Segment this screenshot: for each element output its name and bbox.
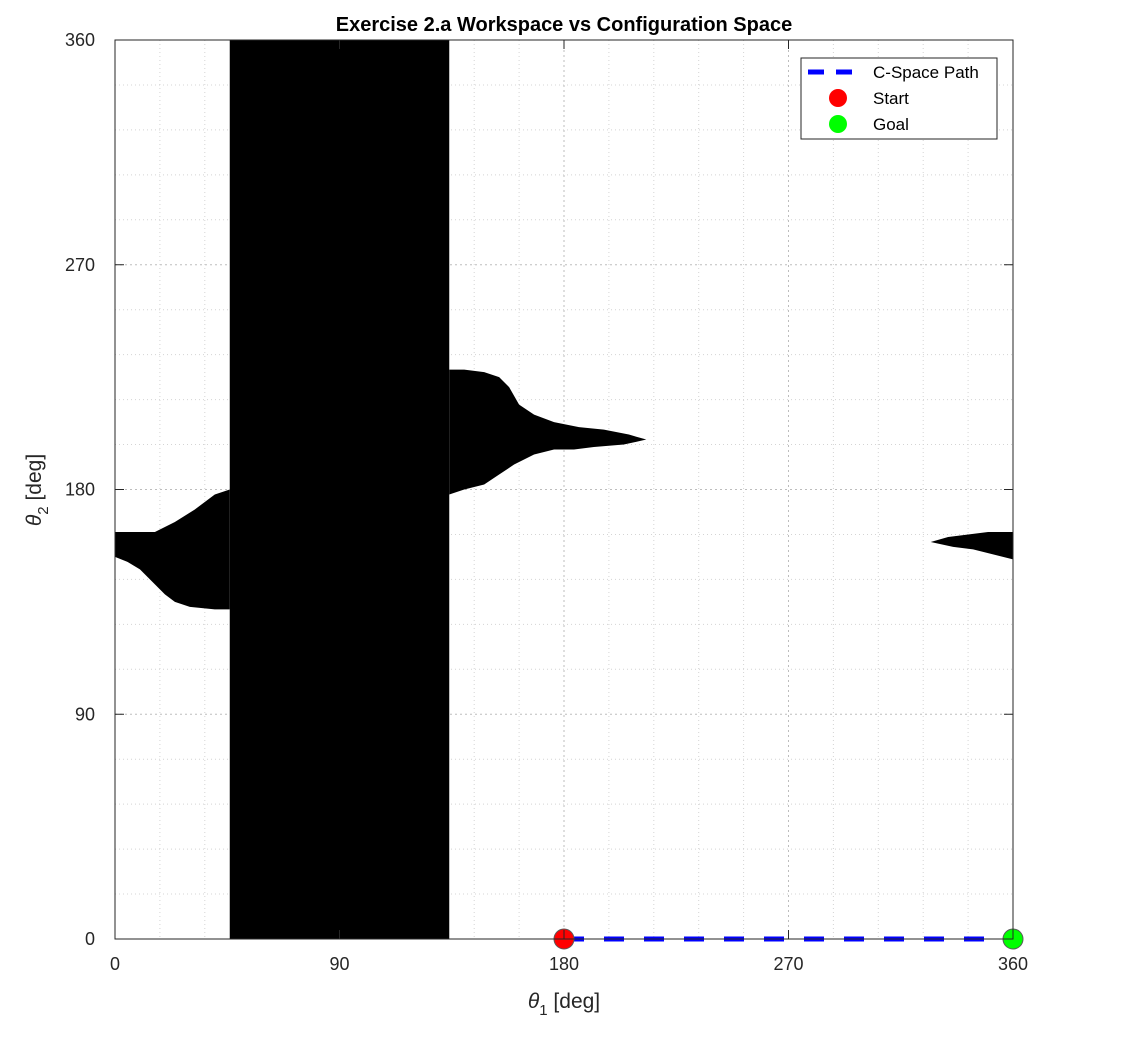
y-tick-labels: 0 90 180 270 360: [65, 30, 95, 949]
y-tick-label: 360: [65, 30, 95, 50]
obstacles: [115, 40, 1013, 939]
x-tick-labels: 0 90 180 270 360: [110, 954, 1028, 974]
x-axis-unit: [deg]: [548, 990, 601, 1013]
y-axis-subscript: 2: [35, 506, 52, 514]
obstacle-left-lobe: [115, 489, 230, 610]
x-tick-label: 360: [998, 954, 1028, 974]
x-tick-label: 270: [773, 954, 803, 974]
chart-title: Exercise 2.a Workspace vs Configuration …: [336, 14, 792, 36]
obstacle-center-lobe: [449, 369, 647, 495]
x-axis-label: θ1 [deg]: [528, 990, 600, 1019]
y-tick-label: 270: [65, 255, 95, 275]
x-axis-subscript: 1: [539, 1002, 547, 1019]
legend-start-label: Start: [873, 89, 909, 108]
obstacle-right-lobe: [930, 531, 1013, 560]
legend-path-label: C-Space Path: [873, 63, 979, 82]
y-axis-symbol: θ: [23, 514, 46, 526]
x-tick-label: 90: [329, 954, 349, 974]
x-axis-symbol: θ: [528, 990, 540, 1013]
y-axis-label: θ2 [deg]: [23, 454, 52, 526]
y-tick-label: 0: [85, 929, 95, 949]
x-tick-label: 180: [549, 954, 579, 974]
tick-marks: [114, 39, 1014, 940]
obstacle-band: [229, 40, 450, 939]
y-tick-label: 180: [65, 480, 95, 500]
legend-goal-swatch: [829, 115, 847, 133]
y-axis-unit: [deg]: [23, 454, 46, 507]
legend-goal-label: Goal: [873, 115, 909, 134]
y-tick-label: 90: [75, 704, 95, 724]
legend-start-swatch: [829, 89, 847, 107]
plot-area: [114, 39, 1024, 950]
legend: C-Space Path Start Goal: [800, 57, 998, 140]
x-tick-label: 0: [110, 954, 120, 974]
